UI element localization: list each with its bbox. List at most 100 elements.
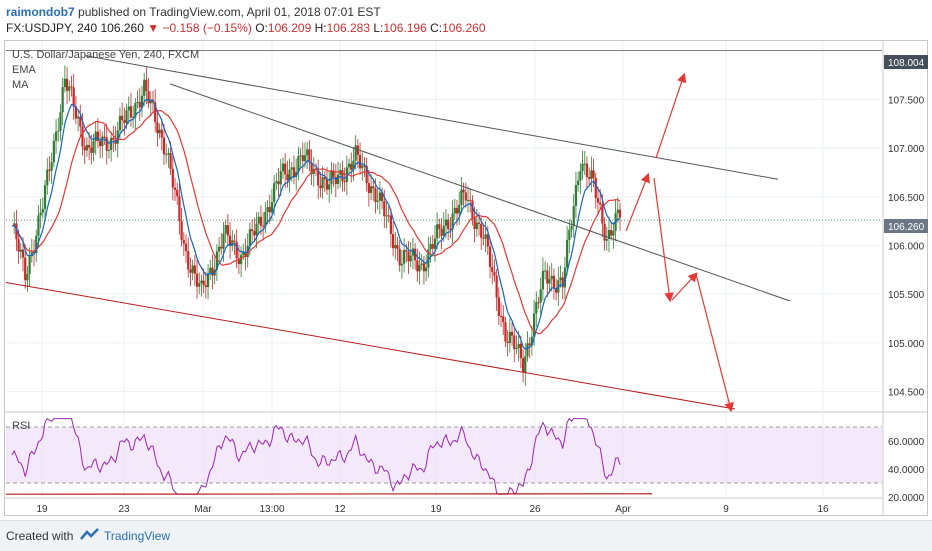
- candle-body: [328, 184, 330, 189]
- candle-body: [597, 198, 599, 203]
- candle-body: [77, 117, 79, 119]
- candle-body: [123, 120, 125, 123]
- candle-body: [22, 250, 24, 258]
- candle-body: [421, 263, 423, 265]
- candle-body: [520, 344, 522, 358]
- candle-body: [529, 343, 531, 345]
- candle-body: [502, 316, 504, 322]
- candle-body: [81, 126, 83, 146]
- candle-body: [526, 343, 528, 356]
- candle-body: [355, 145, 357, 160]
- candle-body: [236, 242, 238, 259]
- candle-body: [143, 80, 145, 96]
- candle-body: [86, 145, 88, 150]
- candle-body: [489, 247, 491, 267]
- price-tick-label: 105.500: [888, 290, 925, 301]
- candle-body: [465, 192, 467, 200]
- price-tick-label: 107.000: [888, 144, 925, 155]
- candle-body: [271, 202, 273, 212]
- candle-body: [443, 226, 445, 236]
- candle-body: [251, 229, 253, 231]
- time-tick-label: 26: [529, 504, 541, 515]
- candle-body: [429, 244, 431, 249]
- candle-body: [62, 87, 64, 112]
- candle-body: [513, 336, 515, 350]
- candle-body: [462, 190, 464, 193]
- candle-body: [205, 285, 207, 287]
- price-tick-label: 106.500: [888, 193, 925, 204]
- candle-body: [302, 155, 304, 161]
- candle-body: [542, 271, 544, 290]
- candle-body: [423, 263, 425, 271]
- candle-body: [335, 177, 337, 184]
- tradingview-link[interactable]: TradingView: [104, 529, 170, 543]
- candle-body: [509, 332, 511, 343]
- candle-body: [579, 171, 581, 181]
- candle-body: [37, 215, 39, 235]
- candle-body: [196, 274, 198, 287]
- candle-body: [440, 229, 442, 236]
- candle-body: [99, 141, 101, 146]
- candle-body: [183, 240, 185, 244]
- candle-body: [108, 150, 110, 151]
- candle-body: [425, 268, 427, 272]
- candle-body: [147, 91, 149, 103]
- candle-body: [277, 181, 279, 184]
- upper-trendline: [85, 56, 778, 180]
- candle-body: [172, 169, 174, 188]
- time-tick-label: 19: [36, 504, 48, 515]
- projection-arrow: [656, 75, 684, 158]
- candle-body: [493, 272, 495, 276]
- candle-body: [163, 138, 165, 155]
- candle-body: [372, 186, 374, 188]
- candle-body: [110, 138, 112, 150]
- candle-body: [546, 271, 548, 284]
- candle-body: [222, 234, 224, 249]
- time-tick-label: 12: [334, 504, 346, 515]
- candle-body: [48, 170, 50, 171]
- price-chart[interactable]: 104.500105.000105.500106.000106.500107.0…: [0, 0, 932, 520]
- price-tick-label: 106.000: [888, 241, 925, 252]
- candle-body: [590, 170, 592, 179]
- candle-body: [198, 283, 200, 287]
- candle-body: [504, 322, 506, 341]
- tradingview-logo-icon[interactable]: [80, 527, 100, 543]
- candle-body: [284, 164, 286, 175]
- candle-body: [535, 302, 537, 313]
- candle-body: [53, 141, 55, 163]
- candle-body: [165, 154, 167, 155]
- candle-body: [407, 251, 409, 261]
- candle-body: [225, 225, 227, 234]
- candle-body: [174, 188, 176, 190]
- candle-body: [496, 276, 498, 298]
- candle-body: [280, 171, 282, 184]
- time-tick-label: 9: [723, 504, 729, 515]
- candle-body: [192, 266, 194, 273]
- candle-body: [90, 148, 92, 153]
- candle-body: [548, 279, 550, 283]
- candle-body: [588, 177, 590, 179]
- mid-trendline: [170, 84, 790, 301]
- candle-body: [20, 250, 22, 252]
- candle-body: [227, 225, 229, 235]
- candle-body: [566, 240, 568, 268]
- candle-body: [139, 102, 141, 108]
- footer: Created with TradingView: [0, 520, 932, 551]
- candle-body: [306, 149, 308, 155]
- candle-body: [401, 264, 403, 266]
- candle-body: [537, 302, 539, 303]
- candle-body: [570, 226, 572, 230]
- candle-body: [511, 332, 513, 336]
- candle-body: [507, 342, 509, 343]
- candle-body: [374, 188, 376, 201]
- time-tick-label: 16: [817, 504, 829, 515]
- candle-body: [524, 356, 526, 372]
- candle-body: [377, 201, 379, 202]
- candle-body: [396, 245, 398, 249]
- price-tick-label: 107.500: [888, 95, 925, 106]
- candle-body: [498, 297, 500, 316]
- candle-body: [211, 268, 213, 276]
- projection-arrow: [626, 175, 648, 231]
- candle-body: [273, 183, 275, 202]
- candle-body: [586, 164, 588, 177]
